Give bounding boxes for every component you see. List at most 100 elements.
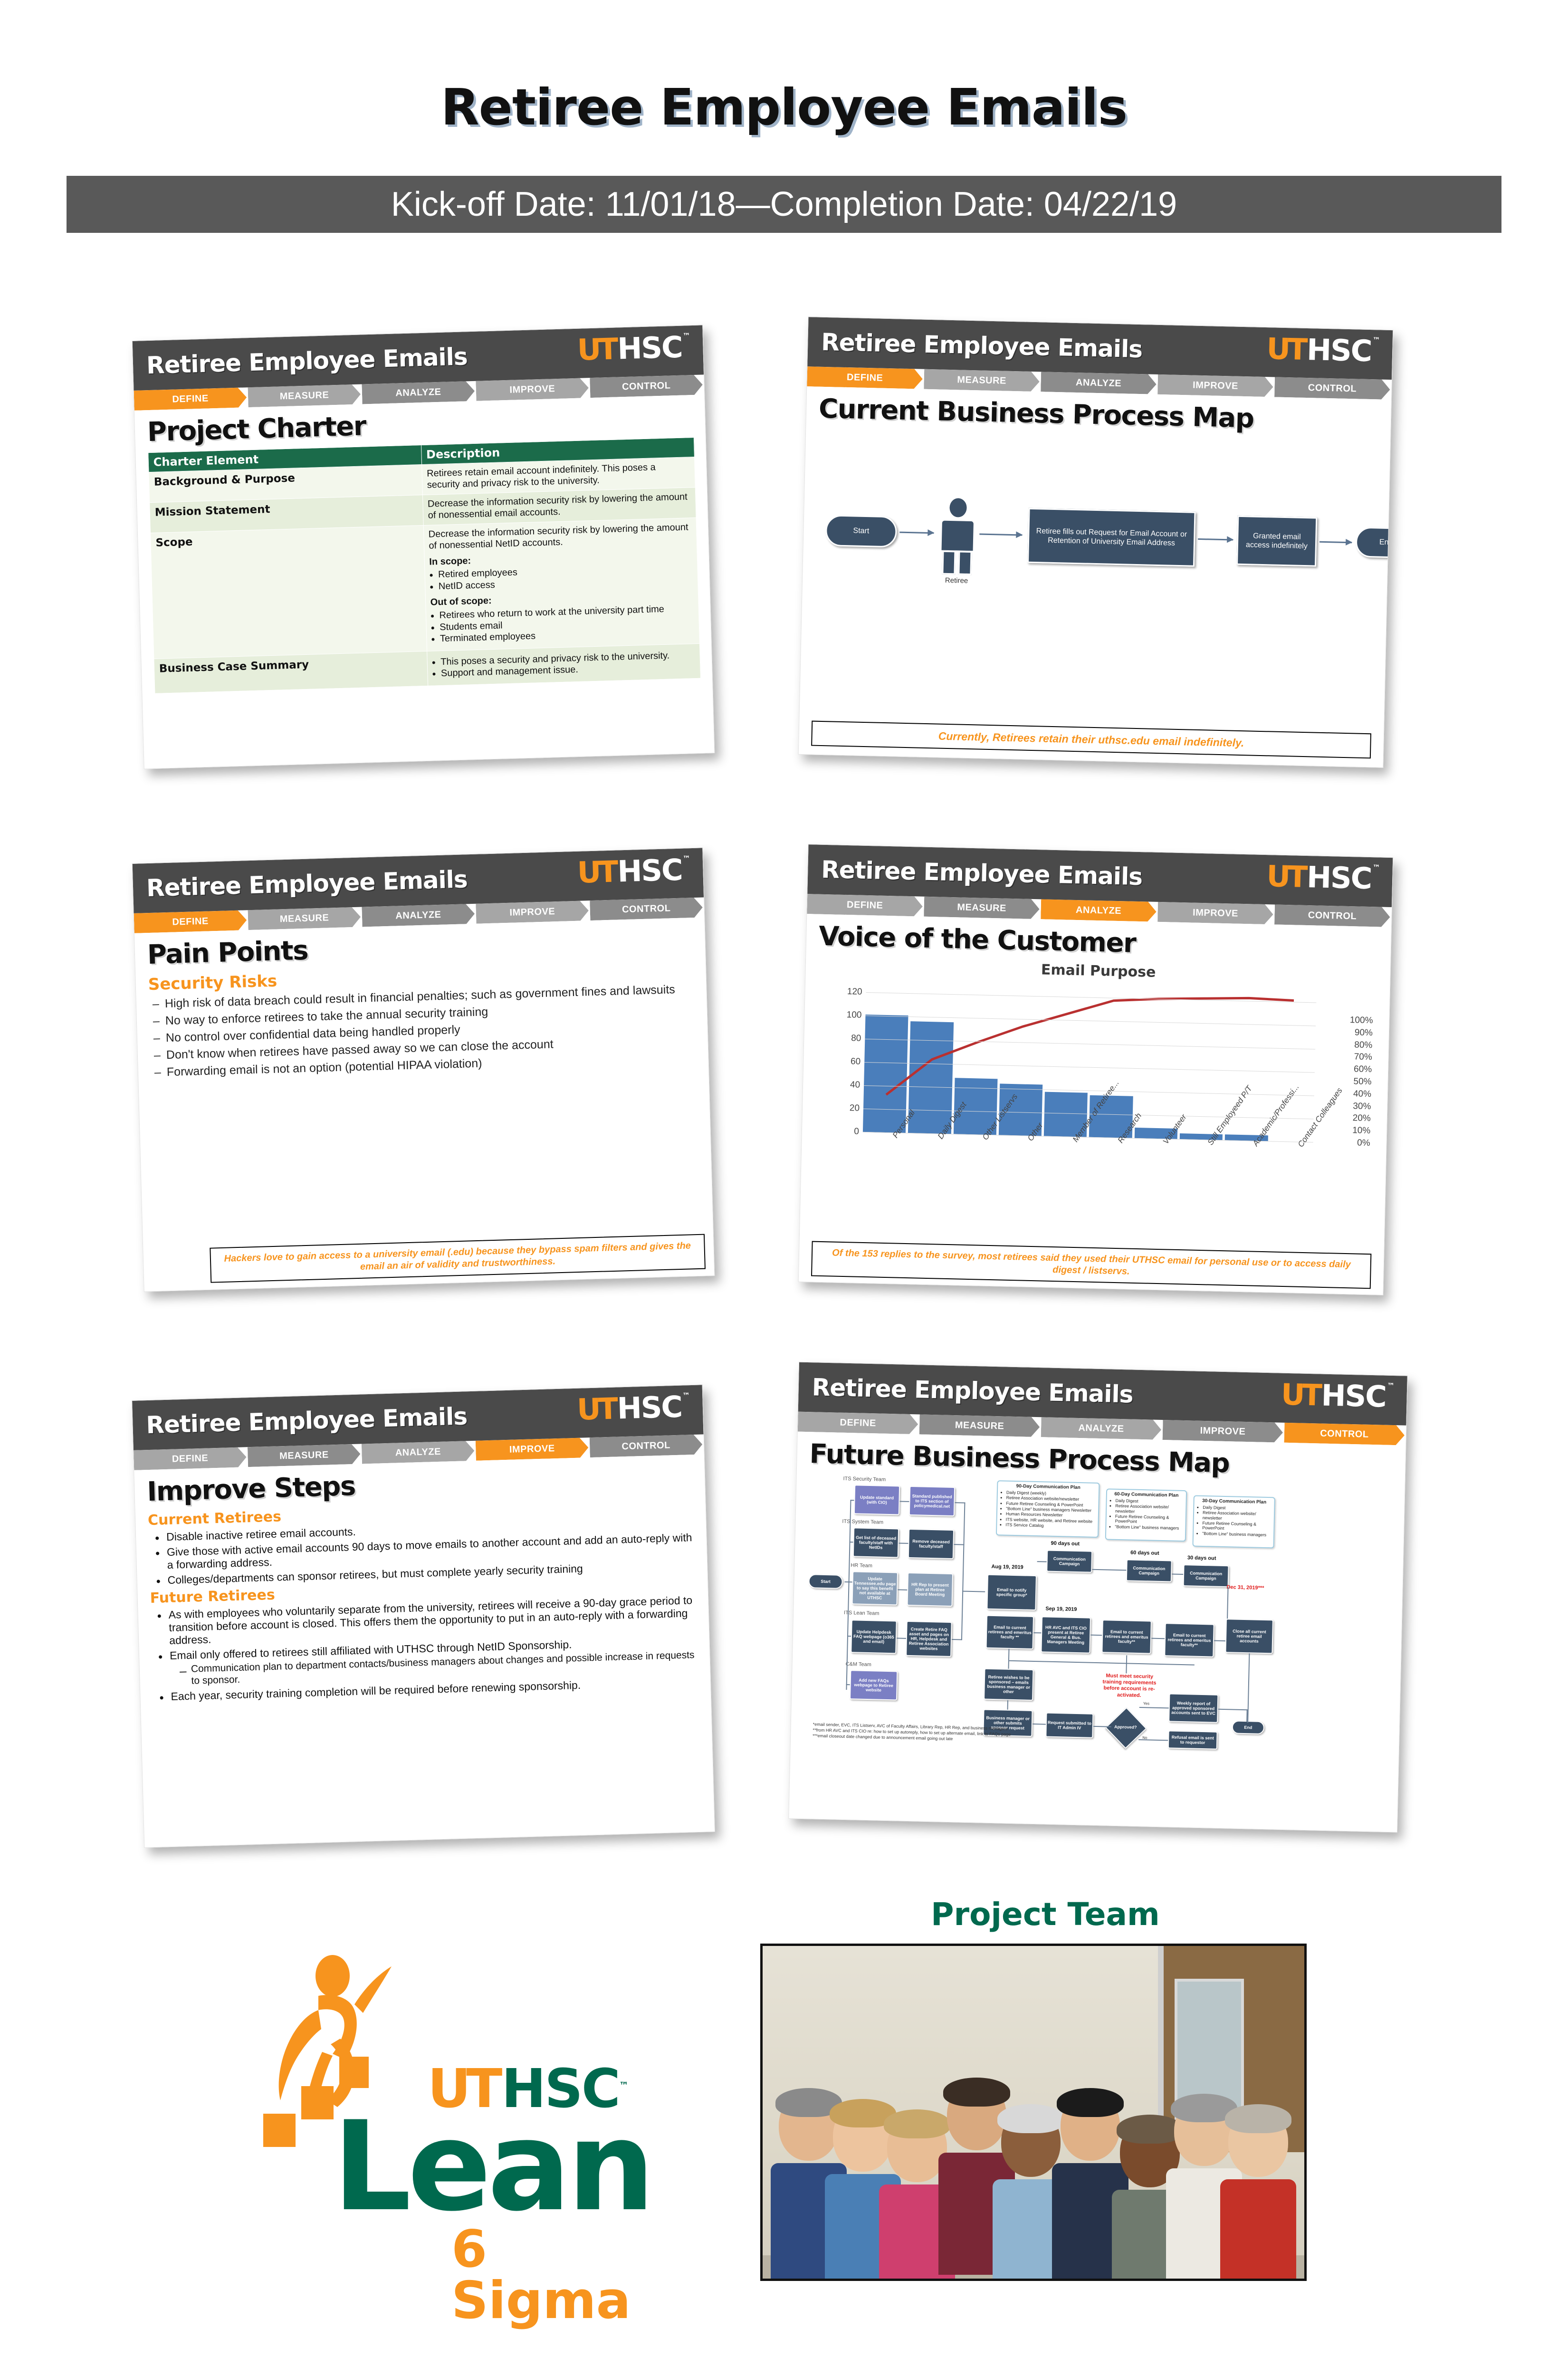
team-label-hr: HR Team xyxy=(851,1562,873,1569)
comm-plan-list: Daily Digest Retiree Association website… xyxy=(1115,1498,1183,1531)
connector xyxy=(1247,1653,1250,1723)
fnode-update-standard: Update standard (with CIO) xyxy=(853,1485,900,1515)
uthsc-logo: UT HSC ™ xyxy=(1266,331,1380,368)
slide-header-title: Retiree Employee Emails xyxy=(812,1373,1134,1408)
dmaic-step-define[interactable]: DEFINE xyxy=(134,910,247,933)
fnode-email-current-2: Email to current retirees and emeritus f… xyxy=(1101,1619,1152,1654)
scope-text: Decrease the information security risk b… xyxy=(428,522,688,551)
person-hair xyxy=(1224,2104,1292,2133)
slide-current-process-map: Retiree Employee Emails UT HSC ™ DEFINE ME… xyxy=(798,316,1394,768)
dmaic-step-improve[interactable]: IMPROVE xyxy=(476,1437,589,1461)
person-head xyxy=(829,2098,897,2172)
fnode-refusal: Refusal email is sent to requestor xyxy=(1167,1730,1218,1750)
cumulative-percent-line xyxy=(863,992,1316,1142)
dmaic-step-control[interactable]: CONTROL xyxy=(590,897,703,920)
dmaic-step-improve[interactable]: IMPROVE xyxy=(476,378,589,401)
dmaic-step-improve[interactable]: IMPROVE xyxy=(1157,374,1273,397)
process-map: Start Retiree Retiree fills out Request … xyxy=(813,481,1394,651)
team-label-cm: C&M Team xyxy=(845,1661,871,1668)
tm-mark: ™ xyxy=(682,1391,690,1400)
dmaic-step-control[interactable]: CONTROL xyxy=(1274,377,1390,400)
callout-box: Hackers love to gain access to a univers… xyxy=(210,1234,706,1283)
dmaic-step-analyze[interactable]: ANALYZE xyxy=(1041,899,1157,922)
slide-header-title: Retiree Employee Emails xyxy=(146,343,468,380)
dmaic-step-define[interactable]: DEFINE xyxy=(134,387,247,411)
date-label-30-days: 30 days out xyxy=(1187,1555,1216,1562)
slide-body: Project Charter Charter Element Descript… xyxy=(134,394,715,768)
fnode-comm-90: Communication Campaign xyxy=(1046,1550,1093,1573)
comm-plan-60: 60-Day Communication Plan Daily Digest R… xyxy=(1105,1488,1187,1542)
connector xyxy=(1227,1587,1229,1619)
dmaic-step-control[interactable]: CONTROL xyxy=(1284,1423,1405,1446)
uthsc-logo: UT HSC ™ xyxy=(576,1389,690,1427)
actor-head xyxy=(948,496,969,519)
yes-label: Yes xyxy=(1143,1701,1150,1706)
connector xyxy=(1007,1700,1009,1710)
dmaic-step-measure[interactable]: MEASURE xyxy=(248,907,361,930)
chart-y-tick: 80 xyxy=(851,1033,861,1044)
dmaic-step-define[interactable]: DEFINE xyxy=(134,1447,247,1470)
connector xyxy=(899,1501,909,1502)
hsc-mark: HSC xyxy=(616,1389,682,1426)
dmaic-step-improve[interactable]: IMPROVE xyxy=(1163,1420,1283,1443)
dmaic-step-analyze[interactable]: ANALYZE xyxy=(1041,372,1157,394)
actor-legs xyxy=(939,550,974,575)
slide-header-title: Retiree Employee Emails xyxy=(146,865,468,902)
row-label: Business Case Summary xyxy=(153,651,428,694)
slide-body: Improve Steps Current Retirees Disable i… xyxy=(134,1454,715,1847)
process-node-end: End xyxy=(1355,527,1394,559)
chart-plot-area xyxy=(862,992,1317,1143)
slide-header-title: Retiree Employee Emails xyxy=(821,328,1143,364)
process-node-granted: Granted email access indefinitely xyxy=(1236,515,1318,567)
page-title: Retiree Employee Emails xyxy=(440,78,1128,136)
dmaic-step-analyze[interactable]: ANALYZE xyxy=(362,1441,475,1464)
person-head xyxy=(1224,2104,1292,2177)
list-item: Retiree Association website/ newsletter xyxy=(1203,1510,1271,1522)
connector xyxy=(1090,1634,1102,1636)
connector xyxy=(1037,1561,1047,1562)
person-torso xyxy=(1220,2179,1297,2279)
dmaic-step-analyze[interactable]: ANALYZE xyxy=(362,904,475,927)
dmaic-step-control[interactable]: CONTROL xyxy=(1274,904,1390,927)
dmaic-step-improve[interactable]: IMPROVE xyxy=(476,901,589,924)
tm-mark: ™ xyxy=(1387,1381,1395,1391)
connector xyxy=(850,1500,854,1501)
dmaic-step-measure[interactable]: MEASURE xyxy=(248,1444,361,1467)
actor-label: Retiree xyxy=(945,576,968,585)
tm-mark: ™ xyxy=(619,2079,629,2091)
dmaic-step-define[interactable]: DEFINE xyxy=(807,894,923,917)
list-item: "Bottom Line" business managers xyxy=(1115,1524,1182,1531)
uthsc-logo: UT HSC ™ xyxy=(1266,859,1380,896)
connector xyxy=(846,1684,850,1686)
dmaic-step-control[interactable]: CONTROL xyxy=(590,374,703,398)
dmaic-step-define[interactable]: DEFINE xyxy=(798,1412,918,1435)
person-hair xyxy=(1116,2115,1184,2144)
dmaic-step-measure[interactable]: MEASURE xyxy=(248,384,361,408)
uthsc-wordmark: UTHSC™ xyxy=(428,2062,629,2116)
dmaic-step-analyze[interactable]: ANALYZE xyxy=(1041,1417,1162,1440)
fnode-comm-30: Communication Campaign xyxy=(1183,1564,1229,1588)
chart-y2-tick: 0% xyxy=(1357,1138,1370,1149)
team-label-its-security: ITS Security Team xyxy=(843,1475,886,1483)
dmaic-step-improve[interactable]: IMPROVE xyxy=(1157,902,1273,925)
chart-y-tick: 60 xyxy=(850,1056,861,1067)
dmaic-step-analyze[interactable]: ANALYZE xyxy=(362,381,475,404)
fnode-approved: Approved? xyxy=(1114,1724,1137,1730)
business-case-list: This poses a security and privacy risk t… xyxy=(440,650,696,680)
chart-y2-tick: 50% xyxy=(1353,1076,1372,1087)
arrow-icon xyxy=(1319,541,1352,544)
dmaic-step-measure[interactable]: MEASURE xyxy=(924,369,1040,392)
hsc-mark: HSC xyxy=(501,2058,621,2120)
fnode-update-helpdesk: Update Helpdesk FAQ webpage (o365 and em… xyxy=(851,1619,897,1654)
chart-y2-tick: 70% xyxy=(1354,1052,1372,1063)
connector xyxy=(898,1589,908,1590)
comm-plan-list: Daily Digest (weekly) Retiree Associatio… xyxy=(1005,1490,1096,1530)
dmaic-step-measure[interactable]: MEASURE xyxy=(924,897,1040,920)
dmaic-step-define[interactable]: DEFINE xyxy=(807,366,923,389)
dmaic-step-measure[interactable]: MEASURE xyxy=(919,1414,1040,1437)
dmaic-step-control[interactable]: CONTROL xyxy=(590,1434,703,1457)
chart-y2-tick: 100% xyxy=(1349,1015,1373,1026)
list-item: Future Retiree Counseling & PowerPoint xyxy=(1115,1514,1183,1525)
hsc-mark: HSC xyxy=(617,329,683,366)
